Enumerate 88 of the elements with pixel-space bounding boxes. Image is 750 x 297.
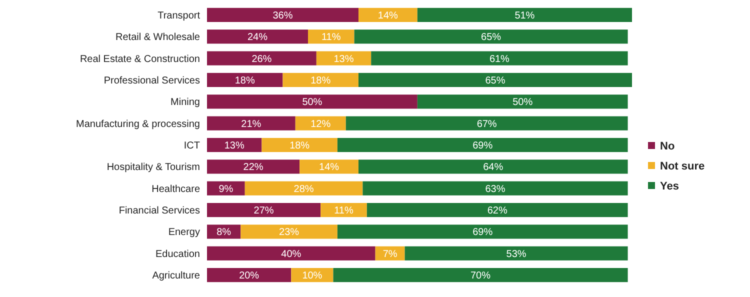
bar	[295, 116, 346, 130]
bar	[354, 30, 628, 44]
bar	[358, 8, 418, 22]
data-label: 13%	[334, 54, 354, 65]
data-label: 50%	[512, 97, 533, 108]
bar	[207, 160, 300, 174]
data-label: 61%	[489, 54, 510, 65]
bar	[316, 51, 372, 66]
data-label: 36%	[272, 10, 293, 22]
data-label: 9%	[218, 184, 234, 195]
y-tick-label: Financial Services	[118, 206, 200, 217]
data-label: 8%	[216, 227, 232, 238]
bar	[240, 224, 338, 239]
bar	[320, 202, 367, 218]
y-tick-label: Energy	[168, 227, 200, 238]
data-label: 13%	[224, 140, 244, 152]
y-tick-label: Retail & Wholesale	[116, 32, 200, 44]
bar	[207, 202, 321, 218]
y-tick-label: Real Estate & Construction	[80, 54, 200, 65]
data-label: 7%	[382, 248, 398, 260]
bar	[207, 30, 308, 44]
data-label: 24%	[247, 32, 268, 44]
bar	[358, 160, 628, 174]
bar	[282, 72, 358, 88]
data-label: 21%	[241, 118, 262, 130]
data-label: 28%	[294, 184, 314, 195]
data-label: 40%	[281, 248, 302, 260]
bar	[337, 138, 628, 152]
y-tick-label: Mining	[170, 97, 200, 108]
data-label: 22%	[243, 162, 264, 174]
bar	[207, 246, 376, 260]
data-label: 64%	[483, 162, 504, 174]
data-label: 69%	[472, 227, 493, 238]
data-label: 27%	[254, 206, 274, 217]
bar	[362, 181, 628, 196]
data-label: 70%	[470, 270, 491, 282]
bar	[366, 202, 628, 218]
bar	[404, 246, 628, 260]
data-label: 20%	[239, 270, 260, 282]
data-label: 14%	[319, 162, 340, 174]
data-label: 11%	[321, 32, 341, 44]
data-label: 23%	[279, 227, 300, 238]
data-label: 50%	[302, 97, 322, 108]
bar	[207, 72, 283, 88]
bar	[346, 116, 628, 130]
bar	[244, 181, 363, 196]
data-label: 14%	[378, 10, 398, 22]
data-label: 26%	[252, 54, 272, 65]
bar	[358, 72, 632, 88]
bar	[308, 30, 354, 44]
bar	[207, 268, 292, 282]
y-tick-label: Hospitality & Tourism	[106, 162, 200, 174]
bar	[207, 94, 418, 109]
y-tick-label: Manufacturing & processing	[76, 118, 200, 130]
bar	[262, 138, 338, 152]
data-label: 12%	[310, 118, 331, 130]
data-label: 69%	[472, 140, 493, 152]
y-tick-label: Professional Services	[104, 75, 200, 86]
data-label: 18%	[290, 140, 310, 152]
bar	[337, 224, 628, 239]
data-label: 53%	[506, 248, 526, 260]
bar	[207, 138, 262, 152]
data-label: 18%	[234, 75, 255, 86]
legend-label: Yes	[660, 180, 679, 192]
data-label: 65%	[481, 32, 502, 44]
legend-label: No	[660, 140, 675, 152]
bar	[333, 268, 628, 282]
data-label: 11%	[334, 206, 354, 217]
bar	[207, 8, 358, 22]
y-tick-label: Healthcare	[152, 184, 200, 195]
data-label: 51%	[514, 10, 535, 22]
y-tick-label: Education	[156, 248, 200, 260]
data-label: 63%	[485, 184, 506, 195]
legend-label: Not sure	[660, 160, 705, 172]
bar	[371, 51, 628, 66]
data-label: 10%	[302, 270, 322, 282]
bar	[207, 51, 316, 66]
bar	[300, 160, 358, 174]
bar	[417, 94, 628, 109]
bar	[207, 116, 296, 130]
data-label: 62%	[487, 206, 508, 217]
data-label: 65%	[485, 75, 506, 86]
y-tick-label: Agriculture	[152, 270, 200, 282]
y-tick-label: Transport	[158, 10, 200, 22]
y-tick-label: ICT	[184, 140, 200, 152]
bar	[417, 8, 632, 22]
data-label: 18%	[310, 75, 331, 86]
data-label: 67%	[476, 118, 497, 130]
